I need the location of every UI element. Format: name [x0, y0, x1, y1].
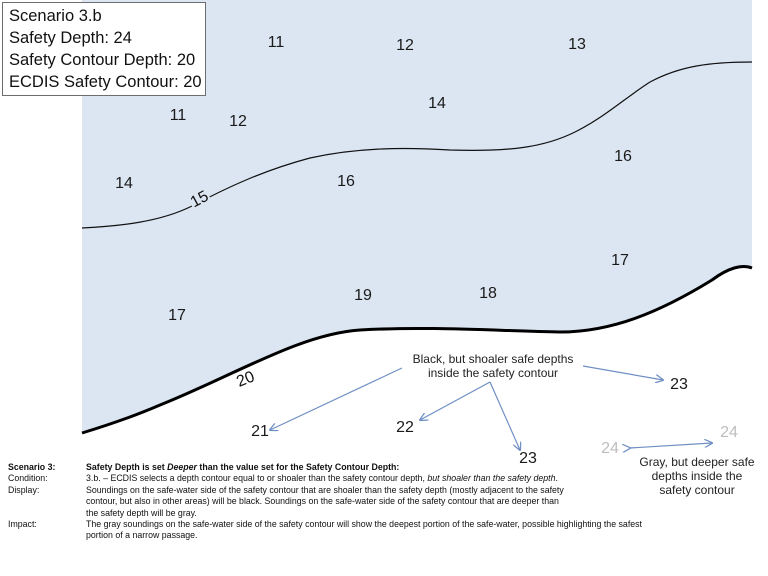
safety-depth-line: Safety Depth: 24 — [9, 29, 132, 47]
sounding-12-top: 12 — [396, 37, 414, 54]
arrow-gray-double — [630, 443, 712, 448]
sounding-24-gray-left: 24 — [601, 440, 619, 457]
gray-note-line3: safety contour — [659, 483, 735, 497]
black-soundings-note: Black, but shoaler safe depths inside th… — [398, 352, 588, 380]
scenario-info-box: Scenario 3.b Safety Depth: 24 Safety Con… — [2, 2, 206, 96]
caption-condition-emph: but shoaler than the safety depth — [427, 473, 556, 484]
arrow-to-23-bottom — [489, 381, 520, 450]
black-note-line2: inside the safety contour — [427, 366, 559, 380]
chart-graphics — [81, 0, 753, 460]
sounding-16-right: 16 — [614, 148, 632, 165]
sounding-18: 18 — [479, 285, 497, 302]
caption-display-key: Display: — [8, 484, 40, 495]
caption-scenario-post: than the value set for the Safety Contou… — [196, 462, 400, 472]
arrow-to-22 — [420, 381, 491, 420]
scenario-title: Scenario 3.b — [9, 7, 102, 25]
caption-condition-text: 3.b. – ECDIS selects a depth contour equ… — [86, 473, 768, 484]
sounding-12-left: 12 — [229, 113, 247, 130]
caption-impact-line1: The gray soundings on the safe-water sid… — [86, 519, 642, 530]
sounding-23-bottom: 23 — [519, 450, 537, 467]
arrow-to-21 — [270, 367, 403, 430]
caption-display-line3: the safety depth will be gray. — [86, 507, 197, 518]
sounding-16-mid: 16 — [337, 173, 355, 190]
sounding-23-right: 23 — [670, 376, 688, 393]
depth-chart: 11 12 13 14 11 12 16 14 16 17 19 18 17 2… — [2, 0, 755, 497]
sounding-24-gray-right: 24 — [720, 424, 738, 441]
caption-display-line2: contour, but also in other areas) will b… — [86, 496, 559, 507]
caption-scenario-row: Scenario 3: Safety Depth is set Deeper t… — [8, 462, 768, 473]
ecdis-safety-contour-line: ECDIS Safety Contour: 20 — [9, 73, 202, 91]
caption-condition-row: Condition: 3.b. – ECDIS selects a depth … — [8, 473, 768, 484]
caption-scenario-key: Scenario 3: — [8, 462, 56, 472]
gray-soundings-note: Gray, but deeper safe depths inside the … — [632, 455, 762, 497]
caption-condition-key: Condition: — [8, 473, 48, 484]
gray-note-line2: depths inside the — [651, 469, 743, 483]
sounding-21: 21 — [251, 423, 269, 440]
caption-impact-key: Impact: — [8, 519, 37, 530]
sounding-11-top: 11 — [267, 34, 285, 51]
black-note-line1: Black, but shoaler safe depths — [412, 352, 574, 366]
caption-block: Scenario 3: Safety Depth is set Deeper t… — [8, 462, 768, 542]
sounding-14-mid: 14 — [428, 95, 446, 112]
sounding-17-right: 17 — [611, 252, 629, 269]
caption-impact-row: Impact: The gray soundings on the safe-w… — [8, 519, 768, 542]
safety-contour-20-line — [81, 265, 753, 435]
caption-scenario-emph: Deeper — [167, 462, 197, 472]
caption-scenario-text: Safety Depth is set Deeper than the valu… — [86, 462, 768, 473]
safety-contour-depth-line: Safety Contour Depth: 20 — [9, 51, 196, 69]
arrow-to-23-right — [582, 365, 663, 380]
sounding-17-left: 17 — [168, 307, 186, 324]
sounding-13: 13 — [568, 36, 586, 53]
sounding-19: 19 — [354, 287, 372, 304]
caption-scenario-pre: Safety Depth is set — [86, 462, 168, 472]
caption-display-line1: Soundings on the safe-water side of the … — [86, 484, 564, 495]
caption-condition-pre: 3.b. – ECDIS selects a depth contour equ… — [86, 473, 428, 484]
sounding-14-left: 14 — [115, 175, 133, 192]
shallow-water-area — [82, 0, 752, 433]
gray-note-line1: Gray, but deeper safe — [639, 455, 755, 469]
caption-display-text: Soundings on the safe-water side of the … — [86, 485, 768, 519]
caption-display-row: Display: Soundings on the safe-water sid… — [8, 485, 768, 519]
caption-impact-line2: portion of a narrow passage. — [86, 530, 198, 541]
caption-impact-text: The gray soundings on the safe-water sid… — [86, 519, 768, 542]
sounding-22: 22 — [396, 419, 414, 436]
caption-condition-post: . — [555, 473, 558, 484]
sounding-11-left: 11 — [169, 107, 187, 124]
